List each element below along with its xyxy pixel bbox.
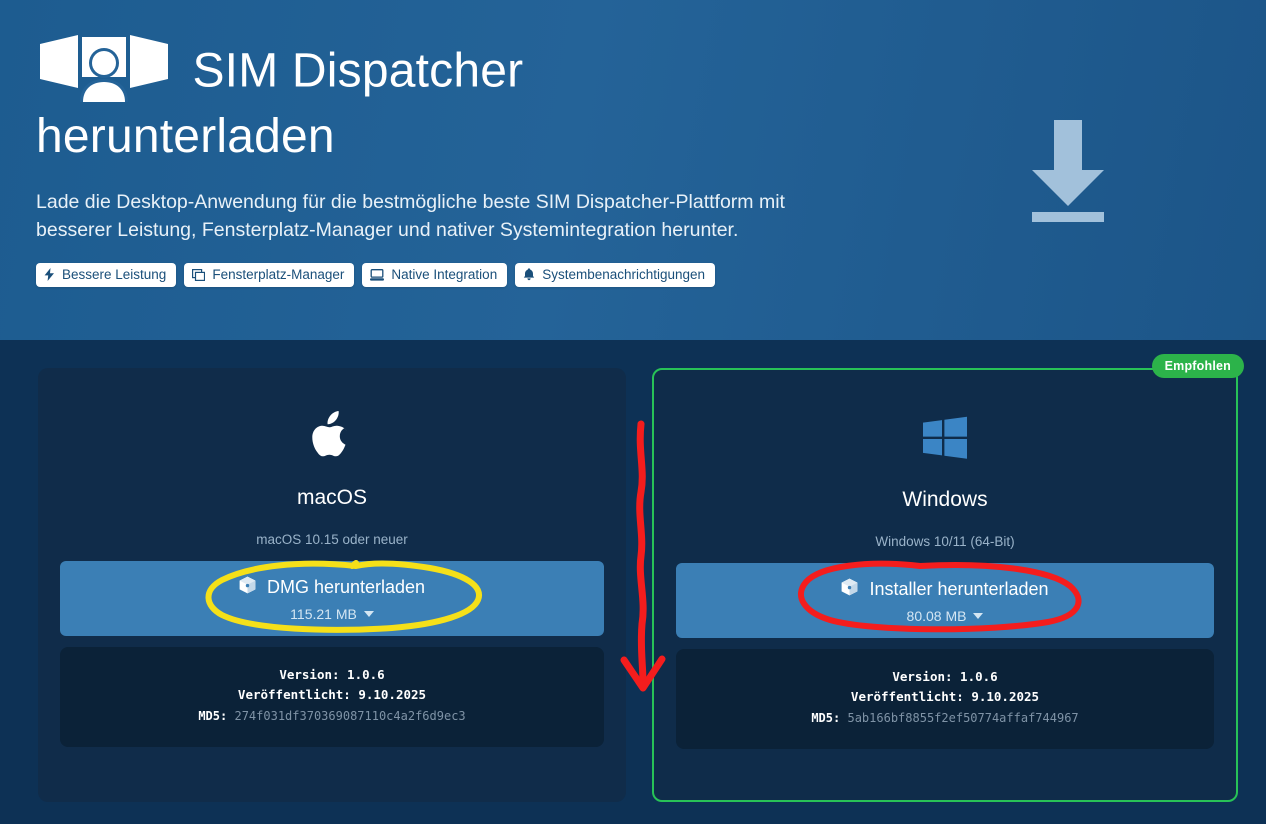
os-name: Windows (902, 488, 988, 511)
release-meta-box: Version: 1.0.6 Veröffentlicht: 9.10.2025… (60, 646, 604, 747)
page-title: SIM Dispatcher herunterladen (36, 44, 524, 163)
window-icon (192, 268, 206, 281)
os-name: macOS (296, 486, 367, 509)
download-installer-button[interactable]: Installer herunterladen 80.08 MB (676, 563, 1214, 638)
feature-badge-window-manager: Fensterplatz-Manager (184, 262, 355, 287)
desktop-icon (370, 268, 385, 281)
dispatcher-workstation-icon (36, 32, 172, 102)
file-size-label: 115.21 MB (290, 605, 357, 622)
apple-logo-icon (60, 408, 604, 464)
file-size-label: 80.08 MB (906, 607, 967, 624)
windows-logo-icon (676, 410, 1214, 466)
feature-badge-label: Systembenachrichtigungen (542, 266, 706, 282)
package-cube-icon (841, 578, 858, 601)
version-line: Version: 1.0.6 (279, 666, 385, 682)
download-button-label: Installer herunterladen (869, 578, 1049, 599)
download-card-macos[interactable]: macOS macOS 10.15 oder neuer DMG herunte… (38, 368, 626, 802)
download-cards-section: macOS macOS 10.15 oder neuer DMG herunte… (0, 340, 1266, 824)
md5-value: 274f031df370369087110c4a2f6d9ec3 (234, 709, 466, 724)
md5-line: MD5: 274f031df370369087110c4a2f6d9ec3 (76, 707, 588, 726)
download-dmg-button[interactable]: DMG herunterladen 115.21 MB (60, 561, 604, 636)
version-line: Version: 1.0.6 (892, 668, 998, 684)
chevron-down-icon[interactable] (363, 610, 374, 617)
feature-badge-row: Bessere Leistung Fensterplatz-Manager (36, 262, 1230, 287)
released-line: Veröffentlicht: 9.10.2025 (850, 689, 1040, 705)
os-requirement: macOS 10.15 oder neuer (256, 532, 408, 547)
md5-value: 5ab166bf8855f2ef50774affaf744967 (847, 711, 1079, 726)
download-arrow-icon (1018, 118, 1118, 222)
hero-subtitle: Lade die Desktop-Anwendung für die bestm… (36, 191, 785, 242)
lightning-icon (44, 268, 55, 282)
package-cube-icon (239, 576, 256, 599)
feature-badge-label: Native Integration (391, 266, 498, 282)
chevron-down-icon[interactable] (973, 612, 984, 619)
recommended-badge: Empfohlen (1151, 354, 1244, 378)
feature-badge-native-integration: Native Integration (362, 262, 508, 287)
hero-title-row: SIM Dispatcher herunterladen (36, 35, 796, 167)
feature-badge-label: Fensterplatz-Manager (212, 266, 345, 282)
hero-header: SIM Dispatcher herunterladen Lade die De… (0, 0, 1266, 340)
feature-badge-performance: Bessere Leistung (36, 262, 177, 287)
released-line: Veröffentlicht: 9.10.2025 (237, 687, 427, 703)
download-card-windows[interactable]: Empfohlen Windows Windows 10/11 (64-Bit) (652, 354, 1244, 802)
feature-badge-notifications: Systembenachrichtigungen (515, 262, 716, 287)
feature-badge-label: Bessere Leistung (62, 266, 167, 282)
bell-icon (523, 268, 535, 281)
os-requirement: Windows 10/11 (64-Bit) (875, 534, 1015, 549)
md5-label: MD5: (811, 711, 841, 726)
md5-line: MD5: 5ab166bf8855f2ef50774affaf744967 (692, 709, 1198, 728)
md5-label: MD5: (198, 709, 228, 724)
release-meta-box: Version: 1.0.6 Veröffentlicht: 9.10.2025… (676, 648, 1214, 749)
download-button-label: DMG herunterladen (266, 576, 426, 597)
